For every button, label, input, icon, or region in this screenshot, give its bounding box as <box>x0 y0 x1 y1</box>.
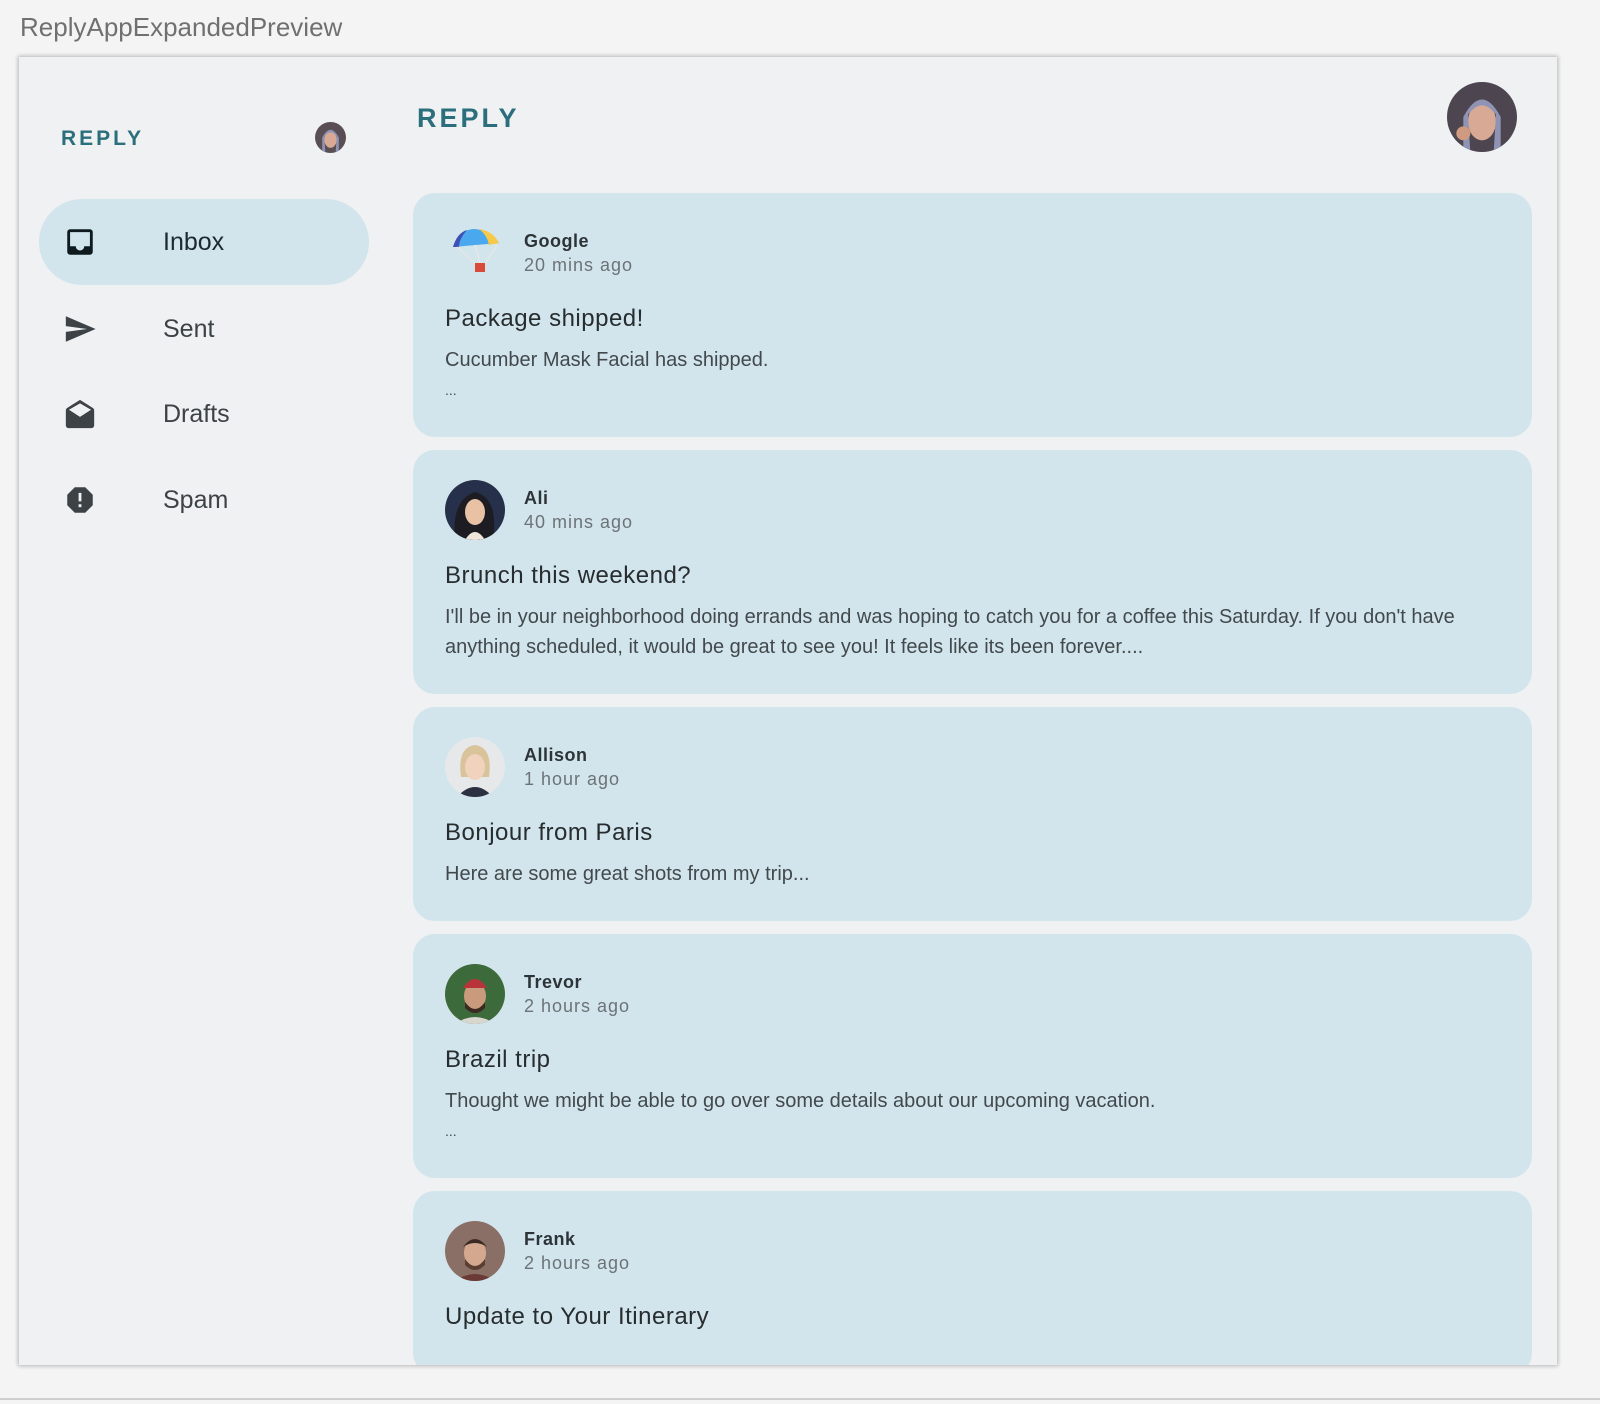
profile-avatar[interactable] <box>1447 82 1517 152</box>
email-card[interactable]: Frank 2 hours ago Update to Your Itinerar… <box>413 1191 1532 1365</box>
send-icon <box>65 316 96 342</box>
email-time: 2 hours ago <box>524 996 631 1016</box>
report-icon <box>67 487 93 513</box>
email-subject: Brazil trip <box>445 1046 551 1073</box>
sender-name: Frank <box>524 1229 576 1249</box>
sender-avatar <box>445 964 505 1024</box>
sender-avatar <box>445 737 505 797</box>
nav-item-inbox[interactable]: Inbox <box>39 199 369 285</box>
sender-name: Allison <box>524 745 588 765</box>
nav-label: Drafts <box>163 399 230 428</box>
sender-name: Trevor <box>524 972 583 992</box>
email-time: 1 hour ago <box>524 769 621 789</box>
email-body: Cucumber Mask Facial has shipped. <box>445 349 769 371</box>
nav-brand-logo: REPLY <box>61 127 145 150</box>
nav-label: Sent <box>163 314 215 343</box>
drafts-icon <box>65 399 95 429</box>
parachute-avatar-icon <box>445 223 505 283</box>
sender-name: Ali <box>524 488 549 508</box>
divider <box>0 1398 1600 1400</box>
email-ellipsis: ... <box>445 1123 457 1139</box>
email-time: 40 mins ago <box>524 512 634 532</box>
email-body: I'll be in your neighborhood doing erran… <box>445 606 1455 658</box>
email-time: 20 mins ago <box>524 255 634 275</box>
email-subject: Bonjour from Paris <box>445 819 653 846</box>
email-card[interactable]: Ali 40 mins ago Brunch this weekend? I'll… <box>413 450 1532 694</box>
nav-item-spam[interactable]: Spam <box>39 457 369 543</box>
sender-avatar <box>445 480 505 540</box>
nav-item-drafts[interactable]: Drafts <box>39 371 369 457</box>
sender-name: Google <box>524 231 589 251</box>
email-subject: Update to Your Itinerary <box>445 1303 710 1330</box>
app-window: REPLY Inbox Sent Drafts Spam REPLY Googl… <box>19 57 1557 1365</box>
email-card[interactable]: Google 20 mins ago Package shipped! Cucum… <box>413 193 1532 437</box>
email-list: Google 20 mins ago Package shipped! Cucum… <box>413 193 1532 1365</box>
main-brand-logo: REPLY <box>417 103 520 133</box>
email-card[interactable]: Trevor 2 hours ago Brazil trip Thought we… <box>413 934 1532 1178</box>
email-ellipsis: ... <box>445 382 457 398</box>
nav-label: Inbox <box>163 227 225 256</box>
email-body: Thought we might be able to go over some… <box>445 1090 1156 1112</box>
email-subject: Brunch this weekend? <box>445 562 692 589</box>
sender-avatar <box>445 1221 505 1281</box>
nav-item-sent[interactable]: Sent <box>39 286 369 372</box>
preview-title: ReplyAppExpandedPreview <box>20 12 343 42</box>
email-body: Here are some great shots from my trip..… <box>445 863 810 885</box>
email-time: 2 hours ago <box>524 1253 631 1273</box>
email-card[interactable]: Allison 1 hour ago Bonjour from Paris Her… <box>413 707 1532 921</box>
email-subject: Package shipped! <box>445 305 644 332</box>
inbox-icon <box>67 229 93 255</box>
nav-profile-avatar[interactable] <box>315 122 346 153</box>
nav-label: Spam <box>163 485 229 514</box>
